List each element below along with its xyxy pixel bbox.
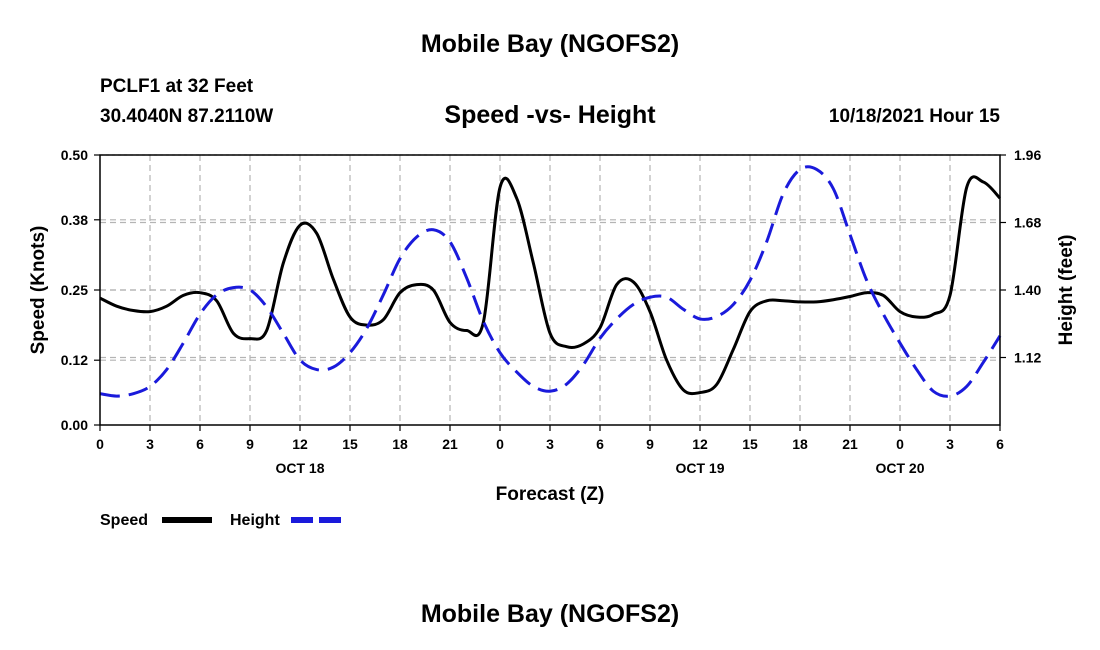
- x-tick-label: 9: [646, 436, 654, 452]
- x-tick-label: 0: [896, 436, 904, 452]
- x-tick-label: 3: [146, 436, 154, 452]
- series-layer: [99, 165, 1002, 398]
- y-tick-label: 0.25: [61, 282, 88, 298]
- y-axis-label: Speed (Knots): [28, 226, 49, 355]
- x-tick-label: 9: [246, 436, 254, 452]
- x-tick-label: 12: [292, 436, 308, 452]
- y2-tick-label: 1.68: [1014, 215, 1041, 231]
- x-tick-label: 0: [96, 436, 104, 452]
- day-label: OCT 20: [875, 460, 924, 476]
- station-coordinates: 30.4040N 87.2110W: [100, 106, 274, 127]
- x-tick-label: 12: [692, 436, 708, 452]
- x-tick-label: 3: [546, 436, 554, 452]
- y2-tick-label: 1.96: [1014, 147, 1041, 163]
- y-tick-label: 0.50: [61, 147, 88, 163]
- tick-layer: 0 3 6 9 12 15 18 21 0 3 6 9 12 15 18 21 0 3 6 OCT 18 OCT 19 O…: [61, 147, 1042, 476]
- x-tick-label: 15: [742, 436, 758, 452]
- x-tick-label: 18: [392, 436, 408, 452]
- legend-height-label: Height: [230, 512, 280, 529]
- x-tick-label: 3: [946, 436, 954, 452]
- x-tick-label: 21: [442, 436, 458, 452]
- x-tick-label: 21: [842, 436, 858, 452]
- x-tick-label: 0: [496, 436, 504, 452]
- x-tick-label: 6: [596, 436, 604, 452]
- speed-series-line: [99, 175, 1002, 396]
- footer-title: Mobile Bay (NGOFS2): [420, 600, 680, 628]
- y2-tick-label: 1.40: [1014, 282, 1041, 298]
- y-tick-label: 0.38: [61, 212, 88, 228]
- main-title: Mobile Bay (NGOFS2): [420, 30, 680, 58]
- day-label: OCT 18: [275, 460, 324, 476]
- chart-subtitle: Speed -vs- Height: [444, 101, 656, 129]
- height-series-line: [99, 165, 1002, 398]
- x-axis-label: Forecast (Z): [496, 484, 605, 505]
- x-tick-label: 15: [342, 436, 358, 452]
- x-tick-label: 6: [196, 436, 204, 452]
- y-tick-label: 0.12: [61, 352, 88, 368]
- day-label: OCT 19: [675, 460, 724, 476]
- legend-speed-label: Speed: [100, 512, 148, 529]
- y2-axis-label: Height (feet): [1056, 235, 1077, 346]
- y2-tick-label: 1.12: [1014, 350, 1041, 366]
- grid-layer: [100, 154, 1000, 425]
- forecast-datetime: 10/18/2021 Hour 15: [828, 106, 1000, 127]
- y-tick-label: 0.00: [61, 417, 88, 433]
- x-tick-label: 6: [996, 436, 1004, 452]
- legend: Speed Height: [100, 512, 342, 529]
- station-label: PCLF1 at 32 Feet: [100, 76, 254, 97]
- x-tick-label: 18: [792, 436, 808, 452]
